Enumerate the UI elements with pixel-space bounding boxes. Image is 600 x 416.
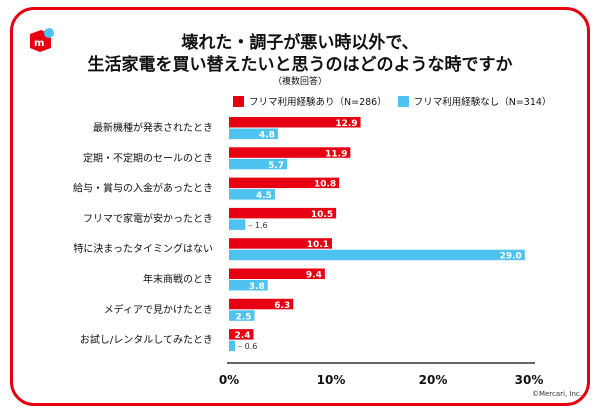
bar-experience [229,147,351,158]
bar-experience [229,298,294,310]
x-tick-label: 30% [515,373,544,387]
data-label: 4.5 [256,191,272,201]
mercari-logo-icon: m [30,28,54,52]
bar-no-experience [229,219,246,230]
category-label: 年末商戦のとき [143,273,213,286]
legend-label-series-1: フリマ利用経験あり（N=286） [249,97,387,108]
data-label: 10.1 [307,240,329,250]
data-label: 2.4 [235,331,251,341]
x-tick-label: 20% [419,373,448,387]
data-label: – 1.6 [248,221,267,230]
bar-no-experience [229,310,255,321]
bar-no-experience [229,128,278,139]
data-label: 6.3 [274,301,290,311]
data-label: 3.8 [249,282,265,292]
bar-no-experience [229,189,275,200]
bar-no-experience [229,280,268,291]
bar-no-experience [229,340,236,352]
legend-swatch-red [233,95,244,107]
legend: フリマ利用経験あり（N=286） フリマ利用経験なし（N=314） [233,94,551,108]
red-frame [10,7,590,406]
x-tick-label: 10% [317,373,346,387]
category-label: メディアで見かけたとき [104,303,213,316]
bar-experience [229,329,254,340]
bar-experience [229,207,337,219]
svg-text:m: m [34,38,44,49]
bar-experience [229,268,325,279]
data-label: 5.7 [268,161,284,171]
bar-experience [229,117,361,128]
data-label: – 0.6 [238,342,257,351]
category-label: フリマで家電が安かったとき [83,212,213,225]
data-label: 10.8 [314,180,336,190]
data-label: 12.9 [335,119,357,129]
bar-experience [229,177,340,189]
data-label: 10.5 [311,210,333,220]
chart-subtitle: （複数回答） [272,77,327,87]
copyright: ©Mercari, Inc. [531,390,582,398]
chart-title-line2: 生活家電を買い替えたいと思うのはどのような時ですか [87,55,513,75]
data-label: 11.9 [325,149,347,159]
chart-title-line1: 壊れた・調子が悪い時以外で、 [181,33,419,53]
bar-experience [229,238,333,249]
category-label: 特に決まったタイミングはない [73,242,213,255]
category-label: 定期・不定期のセールのとき [83,151,213,164]
category-label: 給与・賞与の入金があったとき [73,182,213,195]
data-label: 2.5 [236,312,252,322]
data-label: 29.0 [500,252,522,262]
data-label: 9.4 [306,271,322,281]
data-label: 4.8 [259,131,275,141]
x-tick-label: 0% [219,373,239,387]
bar-no-experience [229,158,288,170]
category-label: 最新機種が発表されたとき [93,121,213,134]
legend-swatch-blue [397,95,409,107]
legend-label-series-2: フリマ利用経験なし（N=314） [413,97,552,108]
bar-no-experience [229,249,525,261]
category-label: お試し/レンタルしてみたとき [80,333,213,346]
